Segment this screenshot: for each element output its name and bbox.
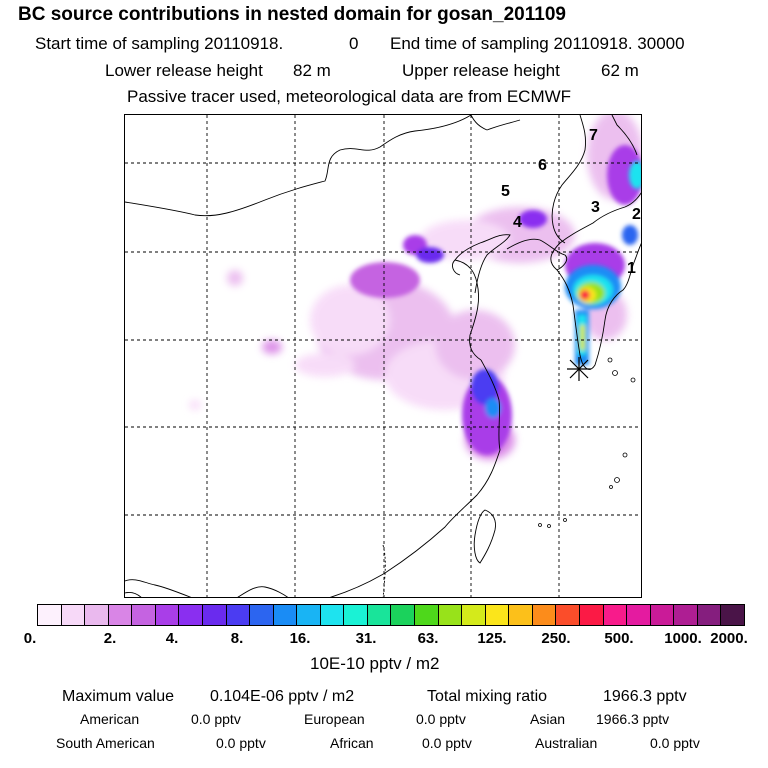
region-label-2: 2 <box>632 206 641 223</box>
max-value-label: Maximum value <box>62 688 175 705</box>
colorbar-tick-label: 250. <box>541 630 571 647</box>
colorbar-tick-label: 16. <box>289 630 311 647</box>
asian-label: Asian <box>530 711 566 727</box>
colorbar <box>37 604 745 626</box>
colorbar-segment <box>132 605 156 625</box>
colorbar-segment <box>627 605 651 625</box>
plume-light <box>189 115 641 460</box>
map-canvas <box>125 115 641 597</box>
south-american-value: 0.0 pptv <box>216 735 266 751</box>
colorbar-units: 10E-10 pptv / m2 <box>310 654 440 673</box>
receptor-asterisk-icon <box>567 357 591 381</box>
colorbar-segment <box>509 605 533 625</box>
american-label: American <box>80 711 140 727</box>
lat-lon-grid <box>125 115 641 597</box>
colorbar-segment <box>202 605 227 625</box>
coastlines <box>125 115 641 597</box>
colorbar-segment <box>556 605 580 625</box>
colorbar-tick-label: 0. <box>23 630 37 647</box>
source-contribution-map: 7 6 5 4 3 2 1 <box>124 114 642 598</box>
australian-value: 0.0 pptv <box>650 735 700 751</box>
colorbar-segment <box>579 605 604 625</box>
region-label-4: 4 <box>513 214 522 231</box>
start-time-value: 0 <box>349 34 359 53</box>
colorbar-segment <box>462 605 486 625</box>
south-american-label: South American <box>56 735 155 751</box>
colorbar-segment <box>273 605 298 625</box>
colorbar-tick-label: 2000. <box>710 630 748 647</box>
european-label: European <box>304 711 365 727</box>
asian-value: 1966.3 pptv <box>596 711 670 727</box>
colorbar-segment <box>108 605 133 625</box>
australian-label: Australian <box>535 735 598 751</box>
colorbar-segment <box>61 605 86 625</box>
colorbar-segment <box>320 605 345 625</box>
colorbar-tick-label: 4. <box>165 630 179 647</box>
african-label: African <box>330 735 374 751</box>
colorbar-segment <box>179 605 203 625</box>
region-label-3: 3 <box>591 199 600 216</box>
colorbar-tick-label: 31. <box>355 630 377 647</box>
colorbar-segment <box>532 605 557 625</box>
colorbar-tick-label: 500. <box>604 630 634 647</box>
colorbar-segment <box>367 605 392 625</box>
colorbar-segment <box>250 605 274 625</box>
colorbar-segment <box>697 605 722 625</box>
colorbar-segment <box>674 605 698 625</box>
colorbar-tick-label: 2. <box>103 630 117 647</box>
colorbar-segment <box>415 605 439 625</box>
region-label-7: 7 <box>589 127 598 144</box>
colorbar-tick-label: 125. <box>477 630 507 647</box>
colorbar-segment <box>38 605 62 625</box>
colorbar-segment <box>650 605 675 625</box>
colorbar-segment <box>603 605 628 625</box>
colorbar-segment <box>438 605 463 625</box>
lower-release-value: 82 m <box>293 61 331 80</box>
total-mixing-value: 1966.3 pptv <box>603 688 687 705</box>
plume-medium <box>350 145 641 455</box>
start-time-label: Start time of sampling 20110918. <box>35 34 284 53</box>
colorbar-segment <box>721 605 744 625</box>
colorbar-segment <box>391 605 415 625</box>
tracer-note: Passive tracer used, meteorological data… <box>127 87 572 106</box>
map-title: BC source contributions in nested domain… <box>18 4 566 25</box>
end-time-label: End time of sampling 20110918. 30000 <box>390 34 685 53</box>
american-value: 0.0 pptv <box>191 711 241 727</box>
colorbar-tick-label: 8. <box>230 630 244 647</box>
upper-release-label: Upper release height <box>402 61 560 80</box>
colorbar-segment <box>485 605 510 625</box>
islands <box>538 357 636 528</box>
region-label-6: 6 <box>538 157 547 174</box>
colorbar-tick-label: 63. <box>417 630 439 647</box>
colorbar-segment <box>155 605 180 625</box>
african-value: 0.0 pptv <box>422 735 472 751</box>
plume-core <box>565 161 641 365</box>
lower-release-label: Lower release height <box>105 61 263 80</box>
max-value: 0.104E-06 pptv / m2 <box>210 688 355 705</box>
european-value: 0.0 pptv <box>416 711 466 727</box>
upper-release-value: 62 m <box>601 61 639 80</box>
colorbar-segment <box>226 605 251 625</box>
region-label-5: 5 <box>501 183 510 200</box>
colorbar-segment <box>297 605 321 625</box>
colorbar-segment <box>85 605 109 625</box>
colorbar-segment <box>344 605 368 625</box>
colorbar-tick-label: 1000. <box>664 630 702 647</box>
total-mixing-label: Total mixing ratio <box>427 688 548 705</box>
region-label-1: 1 <box>627 260 636 277</box>
